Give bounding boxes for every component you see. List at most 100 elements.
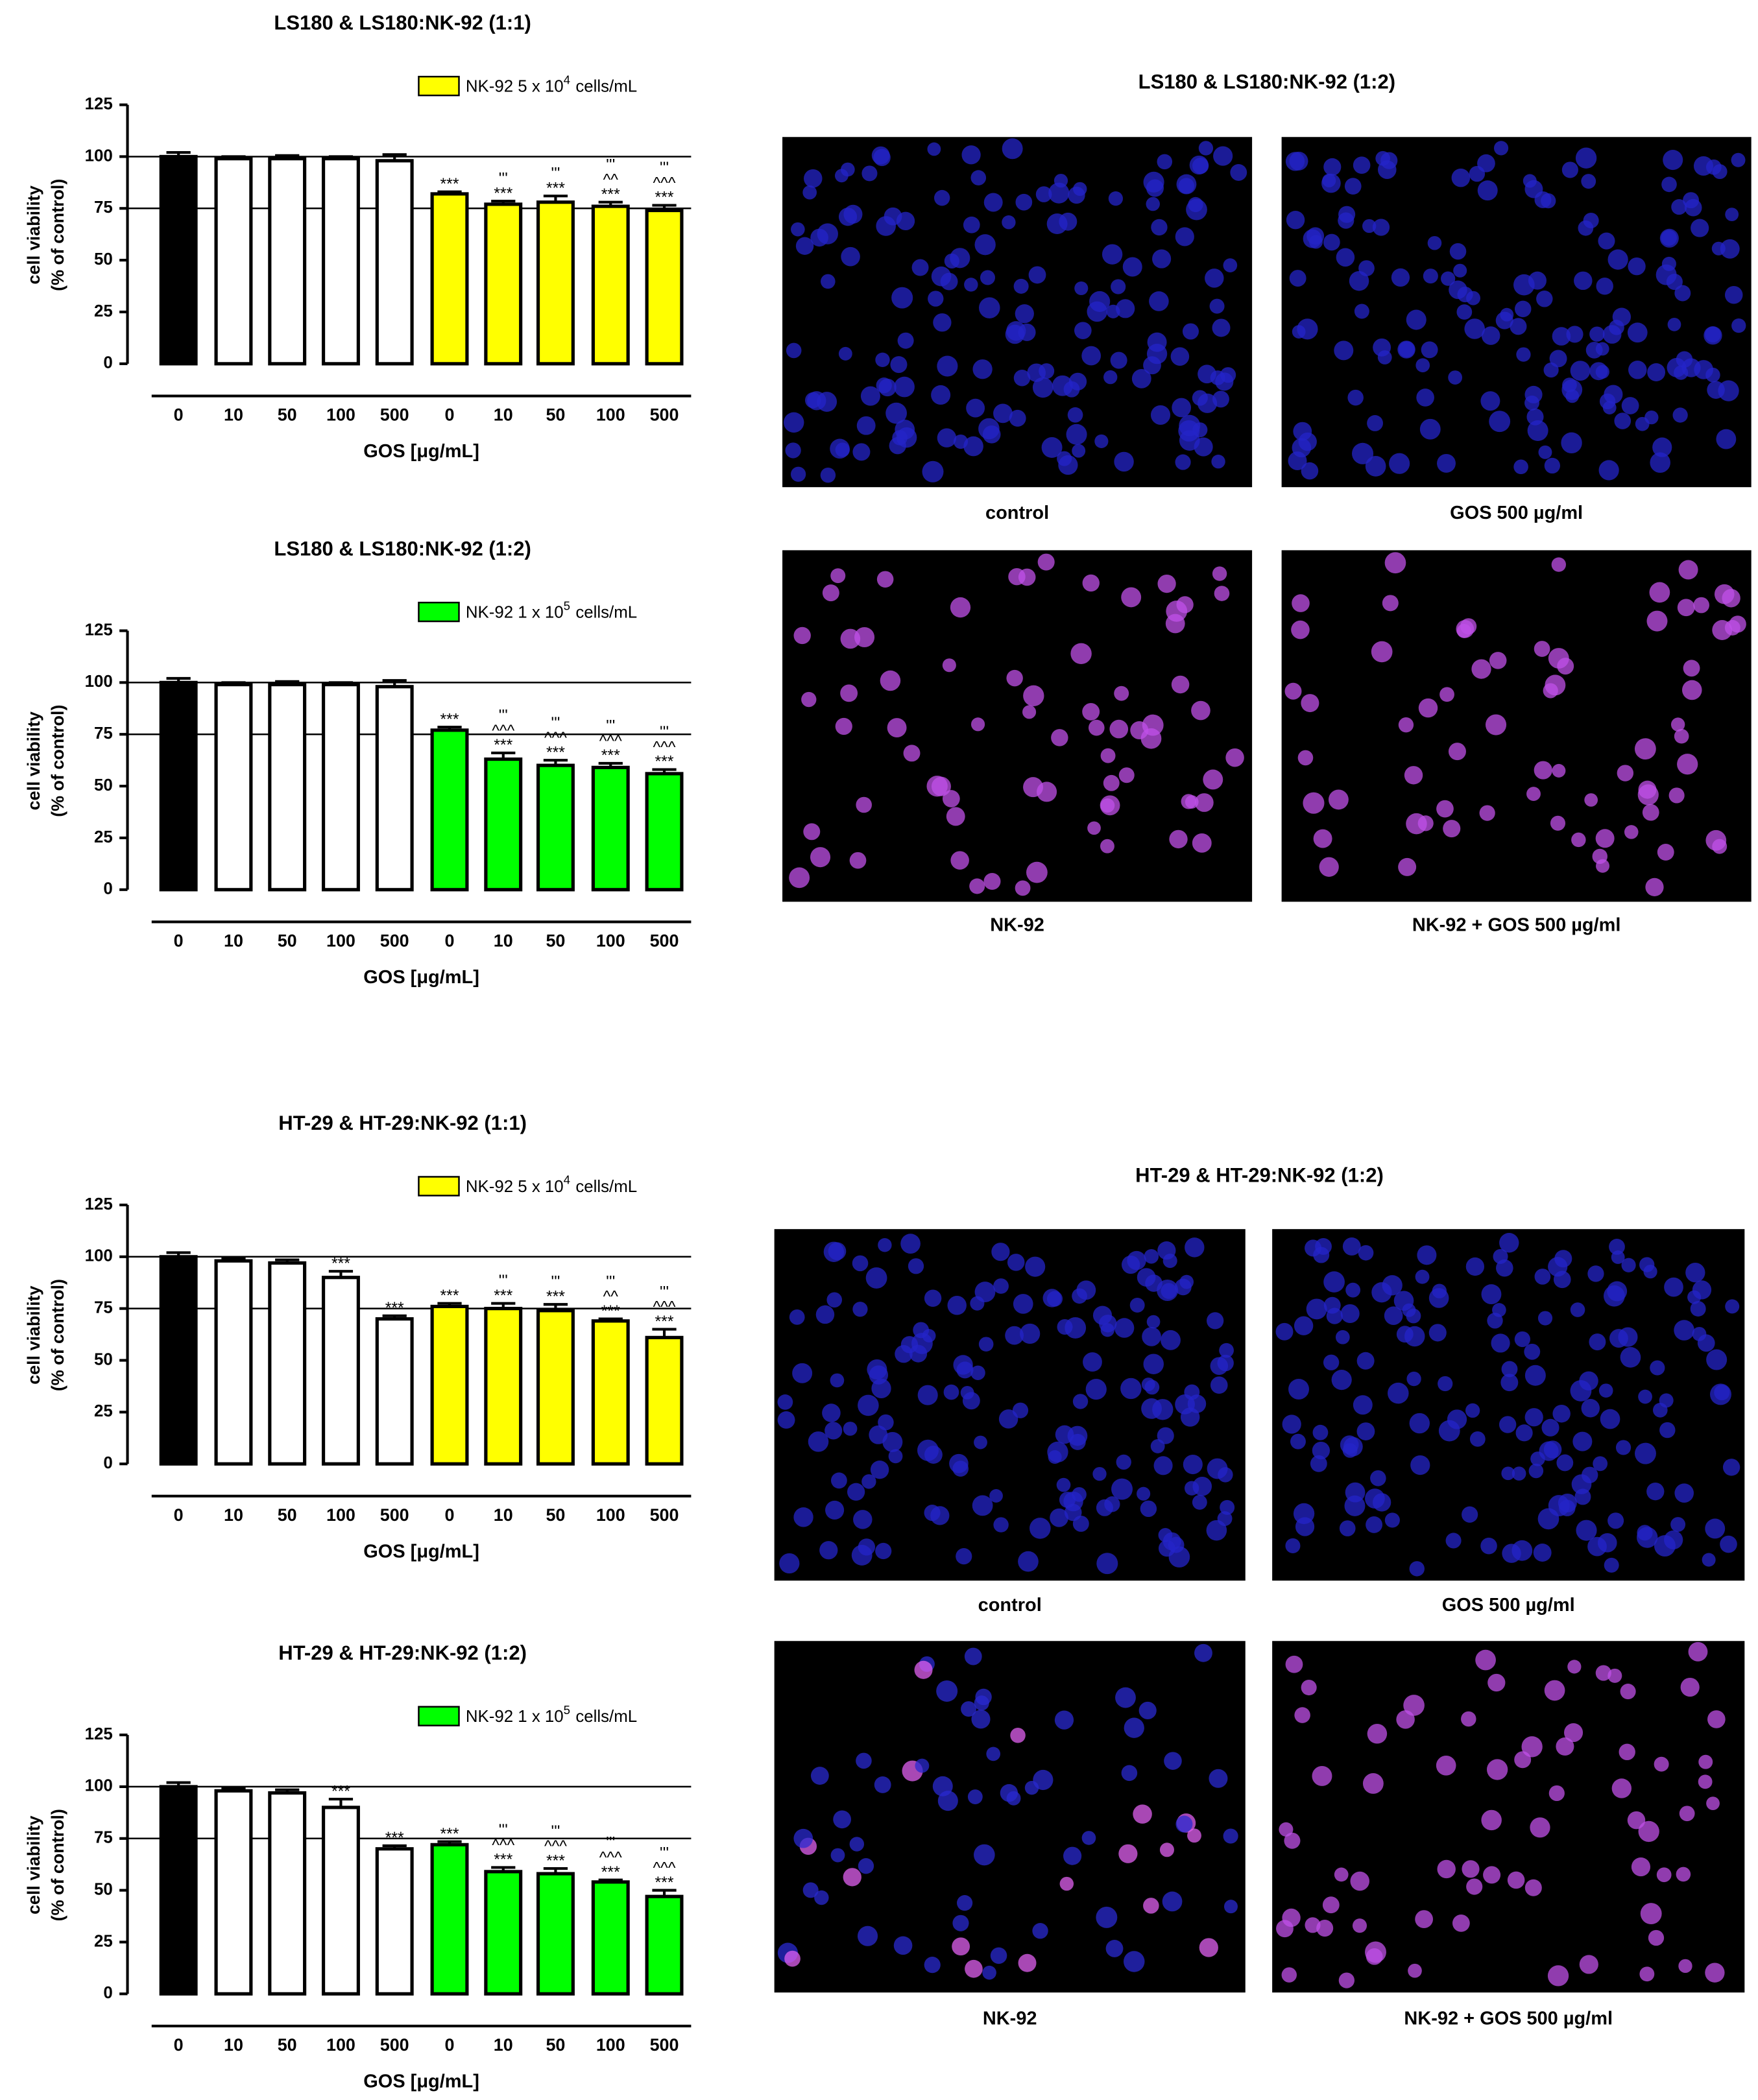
panel-caption: control — [978, 1595, 1042, 1616]
cell — [1716, 429, 1737, 449]
significance-label: ^^^ — [599, 732, 622, 750]
cell — [1437, 1859, 1456, 1879]
cell — [1174, 1278, 1192, 1296]
y-tick-label: 50 — [94, 776, 113, 794]
cell — [1088, 719, 1105, 736]
y-tick-label: 125 — [85, 1725, 113, 1743]
cell — [1489, 652, 1507, 669]
cell — [1171, 675, 1190, 694]
cell — [1621, 1258, 1636, 1272]
cell — [1175, 454, 1191, 470]
cell — [852, 443, 871, 461]
significance-label: *** — [494, 1852, 512, 1869]
cell — [1469, 165, 1486, 182]
cell — [1620, 1684, 1636, 1700]
cell — [1072, 1515, 1089, 1532]
cell — [1013, 278, 1029, 294]
cell — [1674, 1483, 1694, 1503]
cell — [1602, 325, 1622, 344]
cell — [1146, 344, 1168, 364]
cell — [1638, 1820, 1659, 1843]
cell — [1609, 1329, 1628, 1348]
cell — [1609, 1239, 1625, 1255]
cell — [993, 403, 1013, 424]
cell — [1305, 1917, 1321, 1933]
cell — [1654, 1756, 1669, 1772]
cell — [1039, 363, 1055, 379]
cell — [982, 1965, 996, 1980]
y-tick-label: 100 — [85, 1777, 113, 1795]
cell — [975, 1688, 992, 1706]
cell — [1184, 1384, 1200, 1400]
x-tick-label: 50 — [546, 931, 565, 951]
cell — [1162, 1254, 1177, 1269]
cell — [817, 392, 837, 412]
cell — [1183, 1454, 1203, 1475]
cell — [983, 872, 1001, 890]
cell — [1009, 409, 1026, 427]
cell — [1370, 1470, 1386, 1486]
cell — [1288, 1378, 1309, 1400]
y-axis-label: (% of control) — [48, 705, 67, 817]
cell — [1352, 1918, 1367, 1933]
cell — [1634, 738, 1656, 760]
cell — [1705, 159, 1722, 175]
cell — [993, 1278, 1009, 1294]
bar — [430, 192, 469, 366]
significance-label: ^^^ — [599, 1849, 622, 1867]
cell — [1087, 301, 1107, 322]
cell — [1192, 422, 1208, 438]
cell — [1365, 456, 1386, 477]
cell — [1338, 212, 1355, 229]
x-tick-label: 10 — [494, 2035, 513, 2055]
cell — [1722, 589, 1740, 608]
cell — [1068, 372, 1087, 391]
cell — [1334, 1867, 1349, 1882]
cell — [1480, 391, 1500, 411]
cell — [1602, 401, 1617, 414]
cell — [1146, 1315, 1161, 1329]
cell — [900, 1234, 921, 1254]
cell — [1486, 1759, 1508, 1780]
cell — [974, 1282, 996, 1302]
x-tick-label: 0 — [174, 1505, 184, 1525]
bar — [536, 1309, 575, 1466]
cell — [908, 1258, 924, 1274]
cell — [1214, 586, 1230, 601]
cell — [1514, 1331, 1530, 1348]
cell — [1584, 793, 1598, 807]
cell — [1184, 1481, 1199, 1496]
cell — [1593, 1456, 1608, 1472]
cell — [1157, 1427, 1174, 1444]
cell — [1552, 327, 1571, 346]
x-tick-label: 50 — [546, 2035, 565, 2055]
cell — [1377, 350, 1392, 364]
cell — [1558, 1493, 1577, 1512]
cell — [1052, 375, 1073, 396]
cell — [875, 352, 890, 367]
cell — [870, 1460, 889, 1479]
cell — [1461, 1711, 1476, 1727]
cell — [830, 568, 846, 584]
cell — [1105, 1940, 1124, 1957]
cell — [1288, 451, 1307, 471]
bar — [484, 1307, 523, 1466]
cell — [922, 1329, 936, 1342]
cell — [1367, 415, 1383, 431]
x-tick-label: 50 — [278, 2035, 297, 2055]
cell — [1166, 601, 1188, 622]
cell — [1203, 769, 1223, 790]
cell — [927, 142, 941, 156]
cell — [1115, 1687, 1136, 1708]
cell — [1169, 829, 1188, 849]
cell — [1487, 1673, 1506, 1692]
cell — [1306, 1298, 1327, 1320]
chart-title: LS180 & LS180:NK-92 (1:2) — [274, 538, 531, 560]
cell — [1657, 843, 1674, 861]
cell — [1652, 437, 1672, 457]
significance-label: ^^^ — [653, 174, 676, 192]
cell — [970, 1365, 985, 1380]
legend-sup: 5 — [564, 1703, 570, 1717]
cell — [1670, 1517, 1686, 1533]
cell — [983, 193, 1003, 212]
